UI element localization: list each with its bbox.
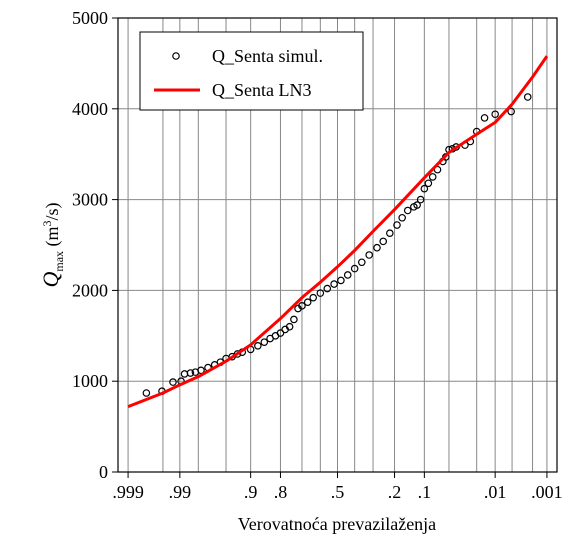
point xyxy=(316,289,325,297)
y-label-unit-end: /s) xyxy=(42,202,63,220)
x-tick-label: .5 xyxy=(331,482,345,502)
point xyxy=(330,280,338,288)
point xyxy=(303,298,312,307)
point xyxy=(365,251,373,259)
point xyxy=(386,229,394,237)
point xyxy=(285,322,294,331)
x-tick-label: .9 xyxy=(244,482,258,502)
point xyxy=(413,201,421,209)
y-label-subscript: max xyxy=(52,251,66,272)
y-tick-label: 0 xyxy=(99,462,108,482)
y-tick-label: 1000 xyxy=(72,371,108,391)
y-tick-label: 4000 xyxy=(72,99,108,119)
x-tick-label: .001 xyxy=(531,482,563,502)
point xyxy=(260,338,269,346)
point xyxy=(343,271,352,279)
point xyxy=(523,93,532,101)
legend-marker xyxy=(172,52,180,60)
x-tick-label: .999 xyxy=(112,482,144,502)
x-tick-label: .1 xyxy=(418,482,432,502)
x-tick-label: .01 xyxy=(484,482,507,502)
point xyxy=(142,389,151,397)
point xyxy=(480,114,489,122)
y-tick-label: 5000 xyxy=(72,8,108,28)
plot-frame xyxy=(117,17,558,473)
point xyxy=(416,195,425,204)
y-axis-label: Qmax (m3/s) xyxy=(38,202,66,287)
point xyxy=(428,173,437,181)
point xyxy=(323,284,332,293)
y-label-power: 3 xyxy=(40,220,54,226)
x-axis-label: Verovatnoća prevazilaženja xyxy=(238,514,436,534)
y-tick-label: 2000 xyxy=(72,280,108,300)
point xyxy=(350,264,359,273)
legend-label: Q_Senta simul. xyxy=(212,46,323,66)
point xyxy=(424,179,433,188)
point xyxy=(398,213,406,222)
point xyxy=(276,329,285,337)
point xyxy=(186,369,195,377)
point xyxy=(298,302,306,310)
point xyxy=(403,206,412,215)
point xyxy=(254,341,262,350)
point xyxy=(491,110,499,119)
x-tick-label: .99 xyxy=(169,482,192,502)
y-tick-label: 3000 xyxy=(72,190,108,210)
point xyxy=(290,315,298,324)
y-label-symbol: Q xyxy=(38,272,63,288)
legend-box xyxy=(139,31,364,111)
point xyxy=(309,293,318,302)
legend: Q_Senta simul. Q_Senta LN3 xyxy=(139,31,364,111)
point xyxy=(393,221,401,229)
x-tick-label: .8 xyxy=(274,482,288,502)
point xyxy=(373,243,381,252)
point xyxy=(169,378,177,386)
legend-label: Q_Senta LN3 xyxy=(212,80,311,100)
point xyxy=(507,107,515,116)
fit-line xyxy=(127,55,549,409)
x-tick-label: .2 xyxy=(388,482,402,502)
point xyxy=(420,184,429,193)
point xyxy=(357,258,366,267)
y-label-unit: (m xyxy=(42,226,63,251)
point xyxy=(337,276,345,285)
point xyxy=(379,237,388,246)
